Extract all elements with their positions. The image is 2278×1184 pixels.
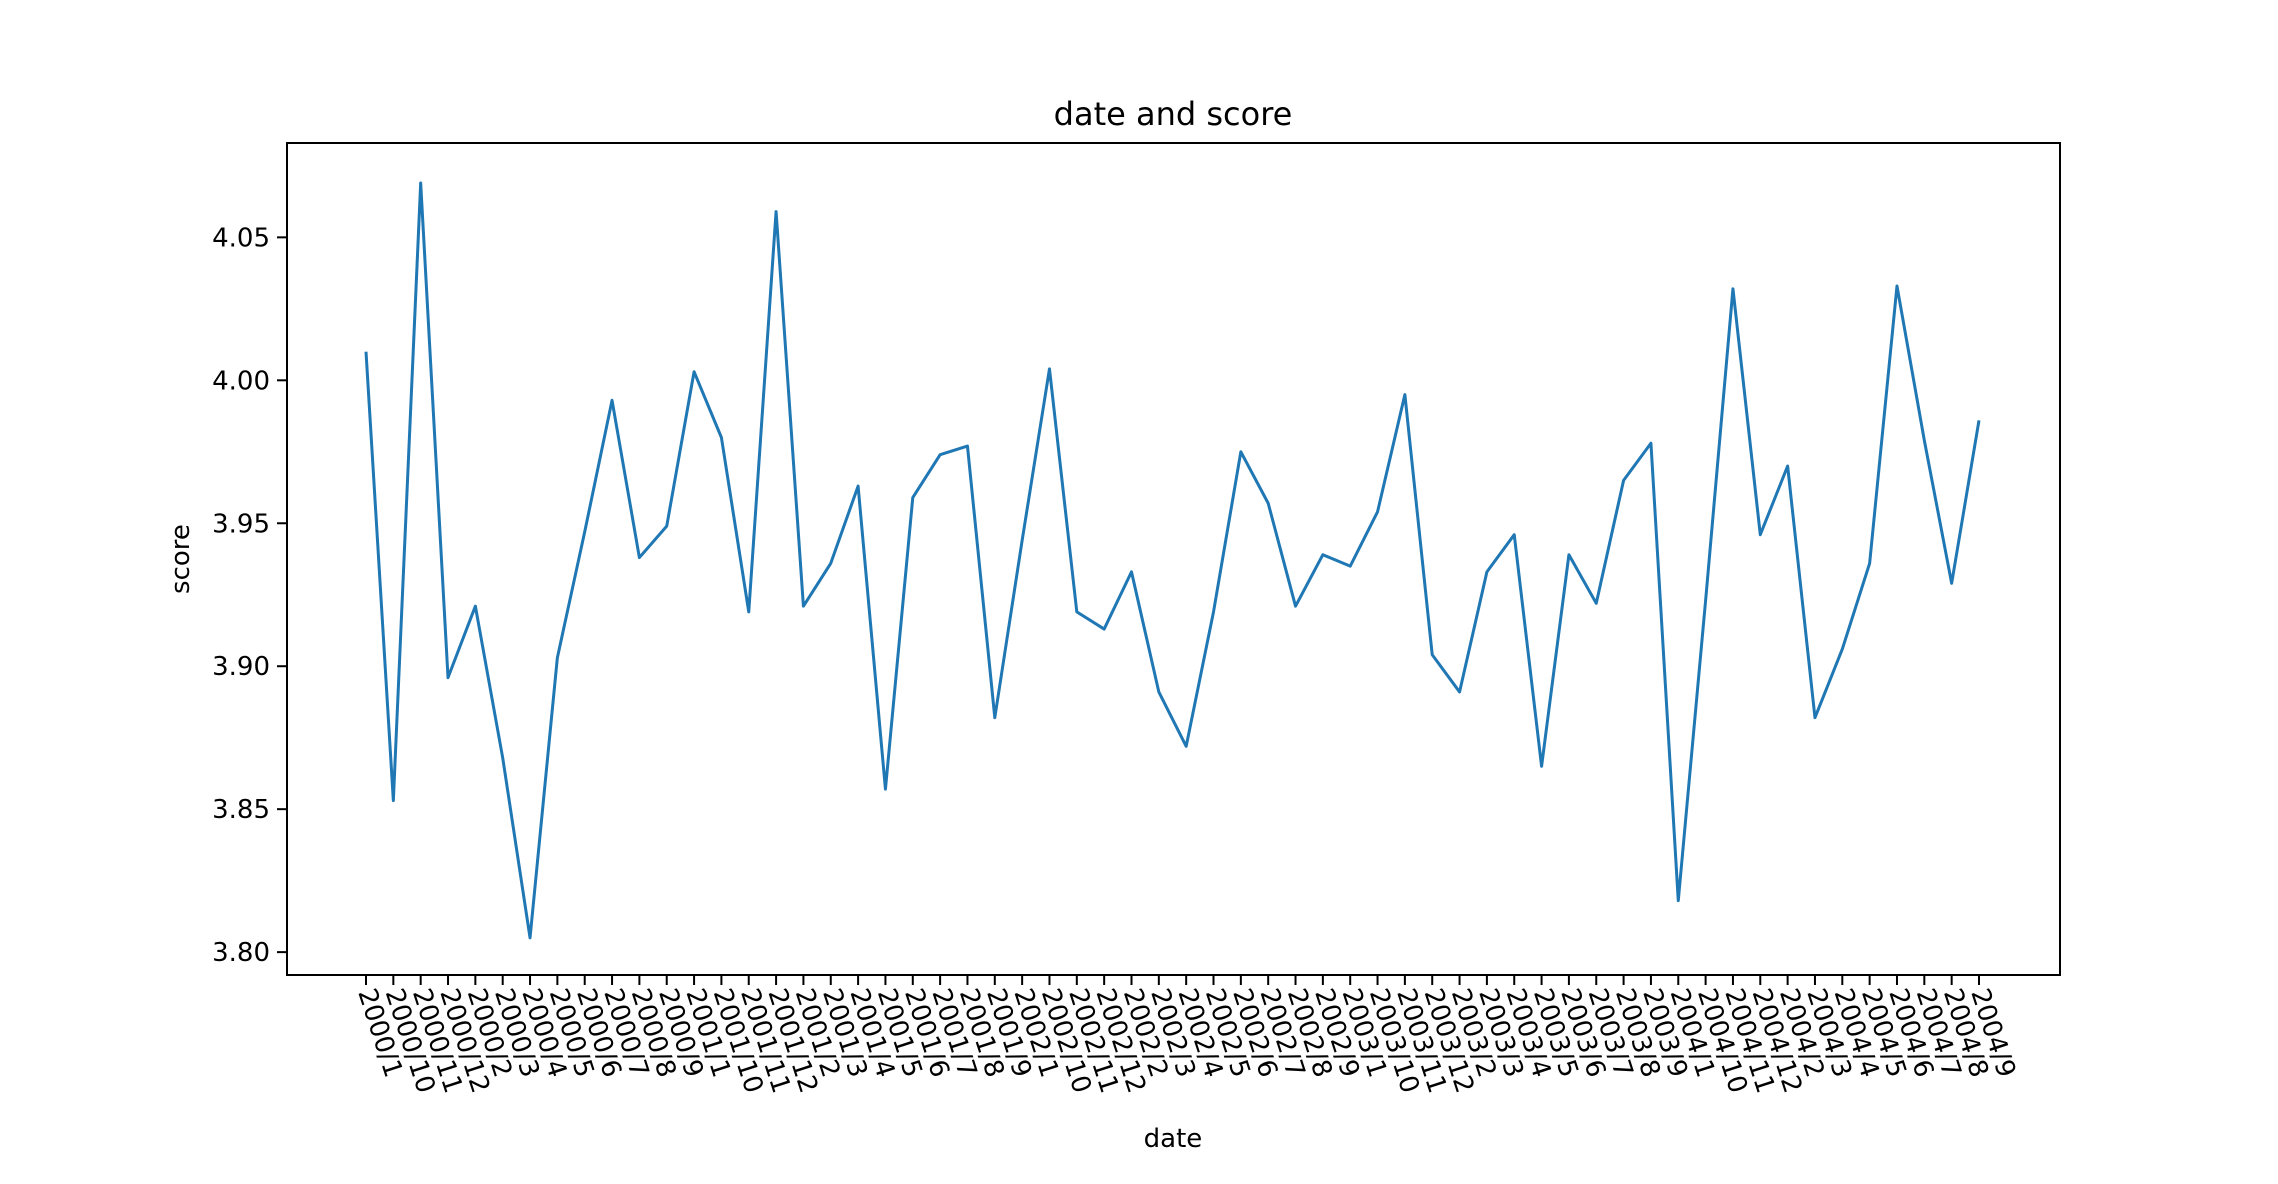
series-line — [364, 181, 1981, 940]
y-tick-label: 3.90 — [212, 652, 270, 682]
x-axis-label: date — [1144, 1124, 1203, 1154]
y-tick-label: 4.00 — [212, 366, 270, 396]
y-axis-label: score — [166, 524, 196, 594]
y-tick-label: 3.85 — [212, 795, 270, 825]
y-tick-label: 3.95 — [212, 509, 270, 539]
y-tick-label: 4.05 — [212, 223, 270, 253]
x-axis-ticks: 2000/12000/102000/112000/122000/22000/32… — [351, 975, 2021, 1097]
chart-title: date and score — [1054, 95, 1293, 133]
y-tick-label: 3.80 — [212, 938, 270, 968]
y-axis-ticks: 3.80 3.85 3.90 3.95 4.00 4.05 — [212, 223, 287, 968]
plot-frame — [286, 142, 2061, 976]
